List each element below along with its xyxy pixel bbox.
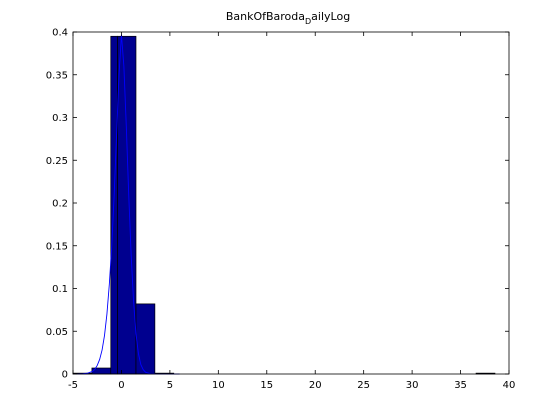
y-tick-label-5: 0.25 [46,156,68,167]
x-tick-label-4: 15 [260,380,273,391]
y-tick-label-0: 0 [62,370,68,381]
chart-title-tail: ailyLog [311,10,350,23]
chart-title-main: BankOfBaroda [226,10,305,23]
y-tick-label-7: 0.35 [46,70,68,81]
x-tick-label-0: -5 [68,380,78,391]
x-tick-label-2: 5 [167,380,173,391]
x-tick-label-1: 0 [118,380,124,391]
fit-curve-line [72,34,180,375]
x-tick-label-8: 35 [454,380,467,391]
y-tick-label-1: 0.05 [46,327,68,338]
y-tick-label-8: 0.4 [52,28,68,39]
y-tick-label-4: 0.2 [52,199,68,210]
x-tick-label-6: 25 [357,380,370,391]
y-tick-label-3: 0.15 [46,241,68,252]
y-tick-label-6: 0.3 [52,113,68,124]
x-tick-label-5: 20 [309,380,322,391]
chart-title: BankOfBarodaDailyLog [226,10,350,26]
histogram-bar-2 [110,35,118,375]
x-tick-label-7: 30 [406,380,419,391]
y-axis-ticks: 0 0.05 0.1 0.15 0.2 0.25 0.3 0.35 0.4 [46,28,509,381]
y-tick-label-2: 0.1 [52,284,68,295]
histogram-bar-3 [117,35,137,375]
histogram-bar-4 [135,303,156,375]
fit-curve-layer [72,34,180,375]
chart-title-subscript: D [305,17,311,26]
x-axis-ticks: -5 0 5 10 15 20 25 30 35 40 [68,32,515,391]
x-tick-label-3: 10 [212,380,225,391]
histogram-bars [72,35,496,375]
x-tick-label-9: 40 [503,380,516,391]
